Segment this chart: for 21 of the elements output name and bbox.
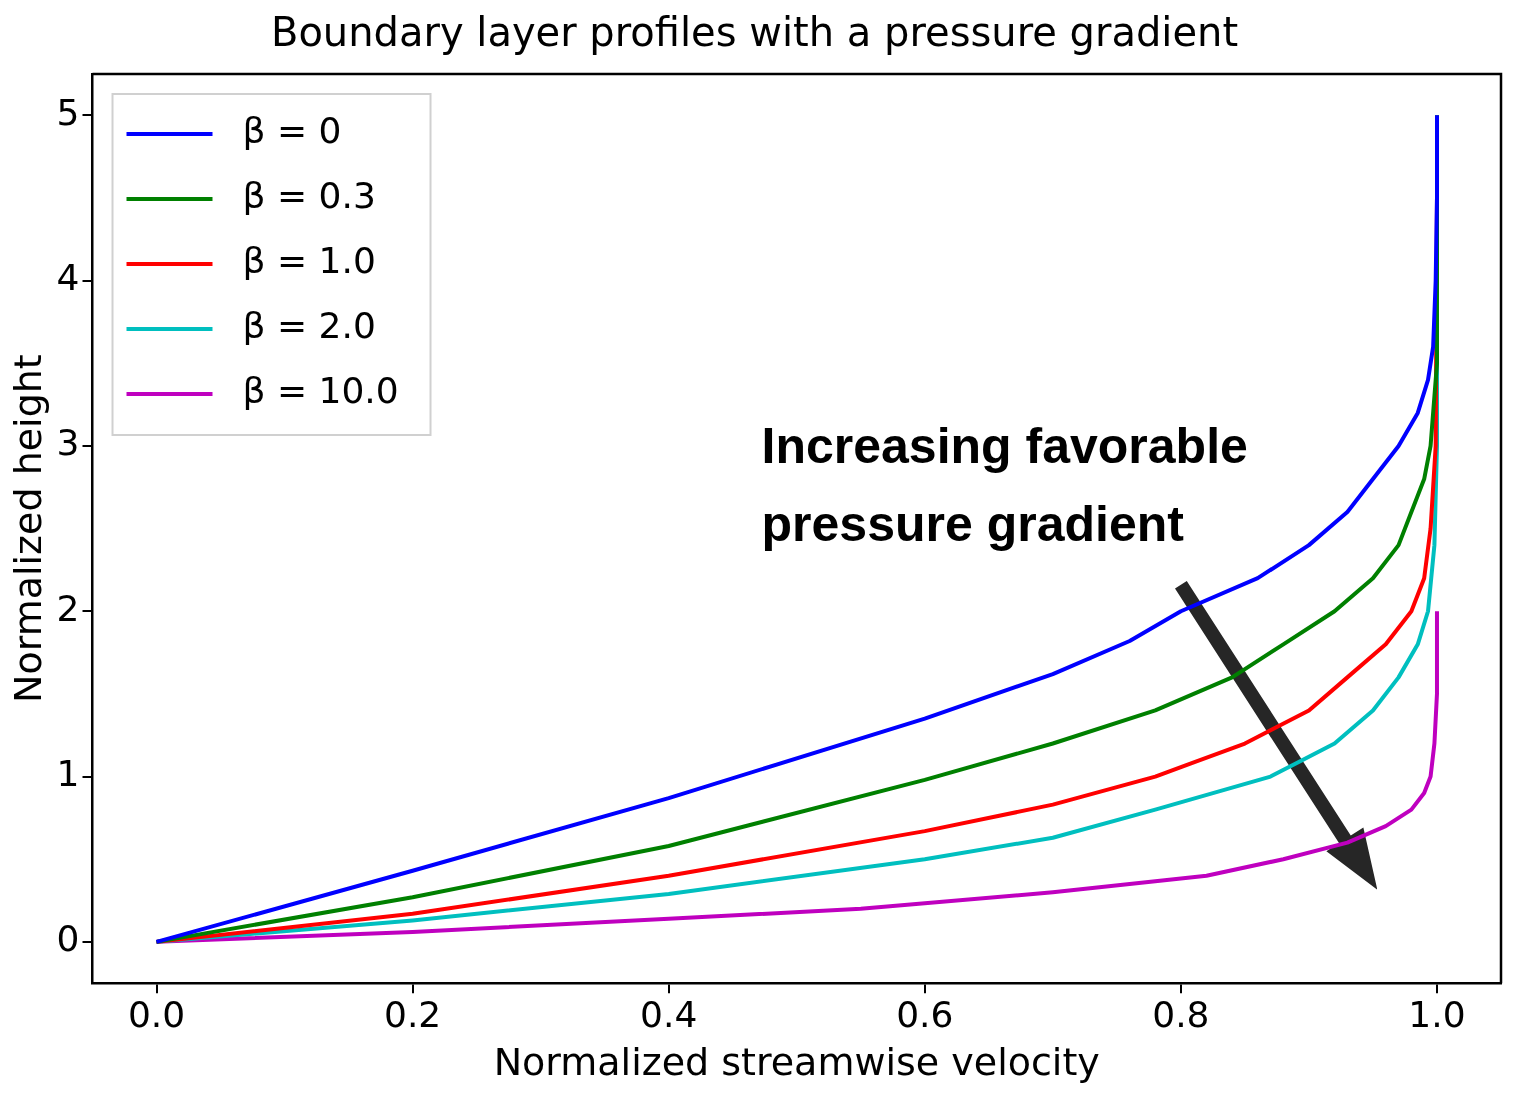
legend-label: β = 1.0: [242, 240, 376, 282]
annotation: Increasing favorable pressure gradient: [761, 418, 1248, 553]
legend-label: β = 0: [242, 110, 342, 152]
x-tick-label: 0.6: [896, 994, 954, 1036]
y-axis-title: Normalized height: [5, 354, 50, 703]
y-tick-label: 4: [56, 257, 80, 298]
x-tick-label: 0.8: [1152, 994, 1210, 1036]
x-axis-title: Normalized streamwise velocity: [493, 1040, 1100, 1085]
x-tick-label: 0.0: [127, 994, 186, 1036]
x-tick-label: 1.0: [1408, 994, 1466, 1036]
y-tick-label: 1: [56, 752, 80, 794]
legend-label: β = 10.0: [242, 370, 399, 412]
x-tick-label: 0.4: [640, 994, 698, 1036]
chart-title: Boundary layer profiles with a pressure gradient: [270, 9, 1239, 56]
legend-label: β = 0.3: [242, 175, 376, 217]
legend-label: β = 2.0: [242, 305, 376, 347]
y-tick-label: 3: [56, 422, 80, 464]
y-tick-label: 2: [56, 587, 80, 629]
x-tick-label: 0.2: [383, 994, 442, 1036]
y-tick-label: 0: [56, 918, 80, 960]
y-tick-label: 5: [56, 91, 80, 133]
